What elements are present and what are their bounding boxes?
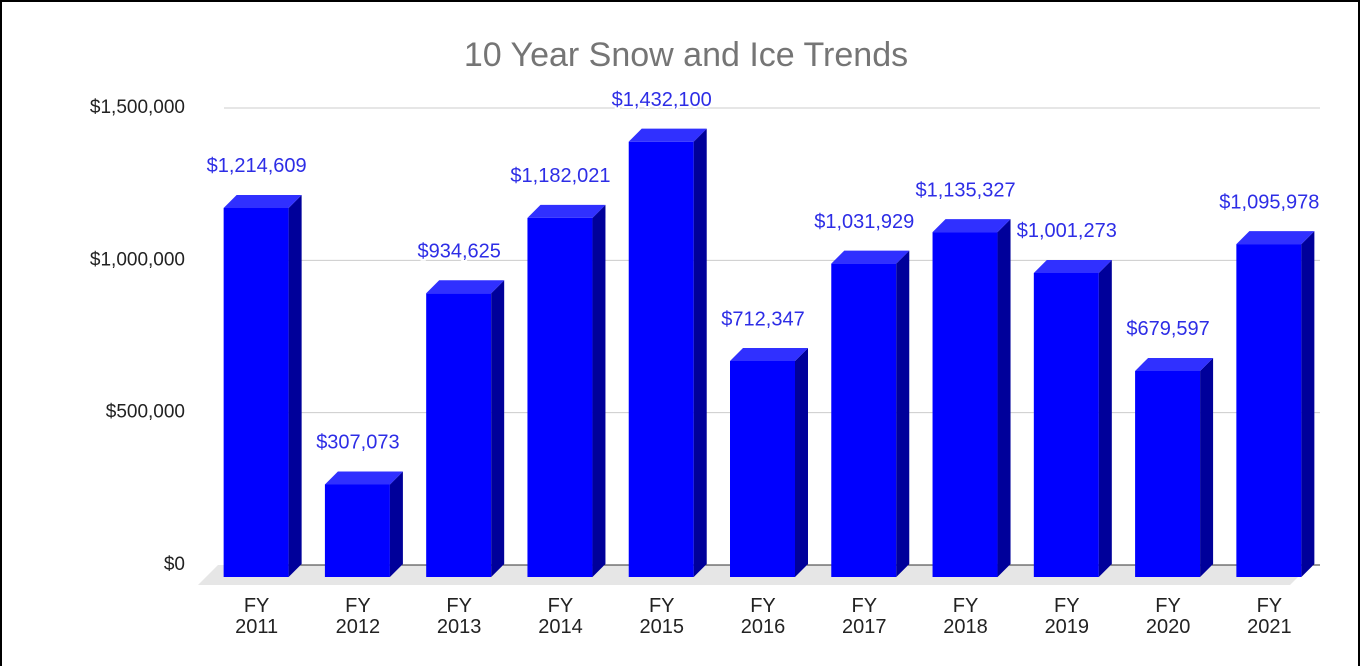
chart-title: 10 Year Snow and Ice Trends: [464, 36, 908, 74]
value-label: $679,597: [1126, 318, 1209, 340]
value-label: $1,182,021: [510, 165, 610, 187]
bar-side: [997, 219, 1011, 578]
value-label: $1,135,327: [915, 179, 1015, 201]
x-tick-label: FY 2015: [639, 595, 684, 638]
bar-top: [1135, 357, 1214, 371]
bar-front: [426, 293, 492, 577]
bar: [1236, 231, 1315, 577]
bar: [527, 204, 606, 577]
bar: [1135, 357, 1214, 577]
bar-front: [730, 360, 795, 577]
x-tick-label: FY 2011: [235, 595, 279, 638]
bar-front: [1135, 370, 1201, 577]
y-tick-label: $500,000: [106, 402, 185, 423]
value-label: $934,625: [417, 241, 500, 263]
bar-top: [831, 250, 910, 264]
x-tick-label: FY 2020: [1145, 595, 1191, 638]
bar-top: [527, 204, 606, 218]
bar: [628, 128, 707, 577]
bar-front: [932, 232, 998, 578]
bar-front: [628, 141, 694, 577]
bar-side: [896, 250, 910, 577]
x-tick-label: FY 2013: [436, 595, 482, 638]
bar: [730, 347, 808, 577]
y-tick-label: $1,000,000: [90, 249, 185, 270]
value-label: $1,095,978: [1219, 191, 1319, 213]
y-tick-label: $0: [164, 554, 185, 575]
value-label: $1,031,929: [814, 211, 914, 233]
x-tick-label: FY 2021: [1247, 595, 1292, 638]
x-tick-label: FY 2018: [943, 595, 988, 638]
bar-front: [324, 484, 390, 577]
value-label: $1,432,100: [612, 89, 712, 111]
value-label: $712,347: [721, 308, 804, 330]
bar-top: [628, 128, 707, 142]
bar-front: [223, 207, 289, 577]
bar-top: [324, 471, 403, 485]
bar-front: [1033, 272, 1099, 577]
bar-side: [592, 204, 606, 577]
bar-side: [795, 347, 808, 577]
bar-front: [527, 217, 593, 577]
bar-side: [389, 471, 403, 577]
y-tick-label: $1,500,000: [90, 97, 185, 118]
bar-side: [1098, 259, 1112, 577]
bar-top: [426, 280, 505, 294]
bar-top: [932, 219, 1011, 233]
value-label: $307,073: [316, 432, 399, 454]
bar-top: [730, 347, 808, 361]
value-label: $1,001,273: [1017, 220, 1117, 242]
bar-top: [1236, 231, 1315, 245]
x-tick-label: FY 2012: [335, 595, 381, 638]
bar: [831, 250, 910, 577]
bar-side: [693, 128, 707, 577]
x-tick-label: FY 2016: [740, 595, 786, 638]
bar-front: [831, 263, 897, 577]
bar: [324, 471, 403, 577]
bar: [426, 280, 505, 577]
bar-front: [1236, 244, 1302, 577]
bar-side: [1301, 231, 1315, 577]
x-tick-label: FY 2019: [1044, 595, 1090, 638]
bar-top: [1033, 259, 1112, 273]
bar-top: [223, 194, 302, 208]
x-tick-label: FY 2014: [538, 595, 583, 638]
x-tick-label: FY 2017: [842, 595, 887, 638]
bar: [932, 219, 1011, 578]
bar-side: [1200, 357, 1214, 577]
bar: [1033, 259, 1112, 577]
bar-side: [491, 280, 505, 577]
bar: [223, 194, 302, 577]
bar-side: [288, 194, 302, 577]
value-label: $1,214,609: [207, 155, 307, 177]
